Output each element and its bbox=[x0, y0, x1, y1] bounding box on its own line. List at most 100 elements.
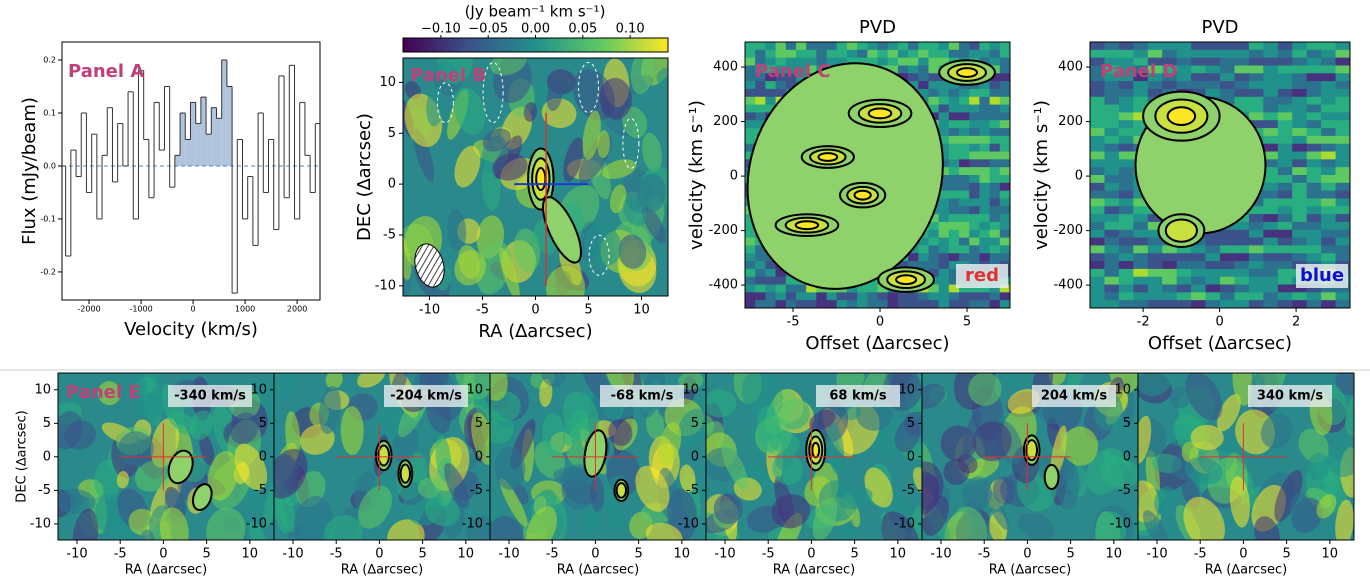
pvd-pixel bbox=[1248, 245, 1264, 254]
pvd-pixel bbox=[948, 120, 960, 129]
pvd-pixel bbox=[1248, 104, 1264, 113]
pvd-pixel bbox=[775, 268, 787, 278]
pvd-pixel bbox=[1263, 182, 1279, 192]
pvd-pixel bbox=[1263, 112, 1279, 121]
map-texture bbox=[606, 497, 622, 533]
pvd-pixel bbox=[969, 112, 980, 121]
pvd-pixel bbox=[1321, 112, 1337, 121]
pvd-pixel bbox=[1321, 229, 1337, 239]
pvd-pixel bbox=[1306, 57, 1322, 66]
pvd-pixel bbox=[1306, 42, 1322, 51]
pvd-pixel bbox=[816, 292, 828, 301]
pvd-pixel bbox=[1162, 268, 1178, 278]
pvd-pixel bbox=[1321, 292, 1337, 301]
x-tick-label: 5 bbox=[850, 547, 858, 562]
pvd-pixel bbox=[1205, 292, 1221, 301]
x-tick-label: -5 bbox=[787, 315, 800, 330]
pvd-pixel bbox=[948, 198, 960, 207]
pvd-pixel bbox=[1277, 65, 1293, 74]
pvd-pixel bbox=[1176, 276, 1192, 286]
y-tick-label: 0 bbox=[1075, 169, 1083, 184]
pvd-pixel bbox=[1118, 268, 1134, 278]
pvd-pixel bbox=[795, 49, 807, 59]
pvd-pixel bbox=[1234, 73, 1250, 82]
pvd-pixel bbox=[745, 135, 756, 145]
pvd-pixel bbox=[1205, 245, 1221, 254]
pvd-pixel bbox=[1147, 237, 1163, 246]
contour bbox=[191, 483, 213, 512]
pvd-pixel bbox=[1234, 42, 1250, 51]
pvd-pixel bbox=[918, 245, 929, 254]
pvd-pixel bbox=[948, 206, 960, 215]
plot-area bbox=[1138, 373, 1354, 540]
pvd-pixel bbox=[1335, 206, 1350, 215]
chart-title: PVD bbox=[859, 17, 896, 38]
pvd-pixel bbox=[938, 120, 950, 129]
map-texture bbox=[274, 448, 308, 499]
pvd-pixel bbox=[1147, 81, 1163, 90]
pvd-pixel bbox=[887, 57, 899, 66]
map-texture bbox=[294, 495, 334, 540]
pvd-pixel bbox=[969, 182, 980, 192]
x-tick-label: 10 bbox=[633, 303, 650, 318]
pvd-pixel bbox=[1263, 81, 1279, 90]
map-texture bbox=[637, 173, 667, 213]
pvd-pixel bbox=[1263, 49, 1279, 59]
map-texture bbox=[444, 463, 470, 509]
pvd-pixel bbox=[1205, 276, 1221, 286]
pvd-pixel bbox=[969, 292, 980, 301]
pvd-pixel bbox=[1133, 268, 1149, 278]
y-tick-label: -10 bbox=[246, 516, 267, 531]
pvd-pixel bbox=[1090, 57, 1105, 66]
map-texture bbox=[499, 478, 528, 527]
pvd-pixel bbox=[785, 73, 797, 82]
map-texture bbox=[1335, 499, 1354, 540]
pvd-pixel bbox=[1263, 143, 1279, 153]
pvd-pixel bbox=[918, 49, 929, 59]
x-axis-label: Velocity (km/s) bbox=[124, 319, 258, 340]
pvd-pixel bbox=[1292, 65, 1308, 74]
pvd-pixel bbox=[959, 182, 970, 192]
y-tick-label: 400 bbox=[713, 60, 738, 75]
pvd-pixel bbox=[1277, 300, 1293, 308]
pvd-pixel bbox=[1321, 159, 1337, 168]
pvd-pixel bbox=[765, 49, 777, 59]
x-tick-label: -2 bbox=[1137, 315, 1150, 330]
pvd-pixel bbox=[948, 128, 960, 137]
pvd-pixel bbox=[1220, 245, 1235, 254]
pvd-pixel bbox=[745, 268, 756, 278]
map-texture bbox=[1138, 373, 1174, 396]
pvd-pixel bbox=[795, 65, 807, 74]
pvd-pixel bbox=[745, 245, 756, 254]
pvd-pixel bbox=[1162, 49, 1178, 59]
pvd-pixel bbox=[938, 229, 950, 239]
pvd-pixel bbox=[1263, 245, 1279, 254]
pvd-pixel bbox=[1162, 245, 1178, 254]
pvd-pixel bbox=[1263, 167, 1279, 176]
pvd-pixel bbox=[938, 253, 950, 262]
pvd-pixel bbox=[745, 128, 756, 137]
x-tick-label: 0 bbox=[591, 547, 599, 562]
pvd-pixel bbox=[775, 284, 787, 293]
pvd-pixel bbox=[979, 104, 991, 113]
pvd-pixel bbox=[1090, 214, 1105, 223]
map-texture bbox=[1274, 469, 1303, 522]
pvd-pixel bbox=[745, 300, 756, 308]
pvd-pixel bbox=[999, 198, 1010, 207]
chart-title: PVD bbox=[1201, 17, 1238, 38]
x-tick-label: -10 bbox=[714, 547, 735, 562]
pvd-pixel bbox=[1321, 143, 1337, 153]
contour bbox=[1025, 439, 1039, 462]
pvd-pixel bbox=[918, 292, 929, 301]
pvd-pixel bbox=[1090, 292, 1105, 301]
velocity-box bbox=[168, 385, 252, 407]
plot-frame bbox=[61, 41, 321, 301]
pvd-pixel bbox=[1277, 284, 1293, 293]
pvd-pixel bbox=[999, 135, 1010, 145]
map-texture bbox=[471, 412, 490, 466]
pvd-pixel bbox=[1133, 300, 1149, 308]
contour bbox=[817, 152, 839, 162]
y-tick-label: -5 bbox=[383, 227, 396, 242]
y-axis-label: DEC (∆arcsec) bbox=[15, 410, 30, 502]
pvd-pixel bbox=[1248, 73, 1264, 82]
